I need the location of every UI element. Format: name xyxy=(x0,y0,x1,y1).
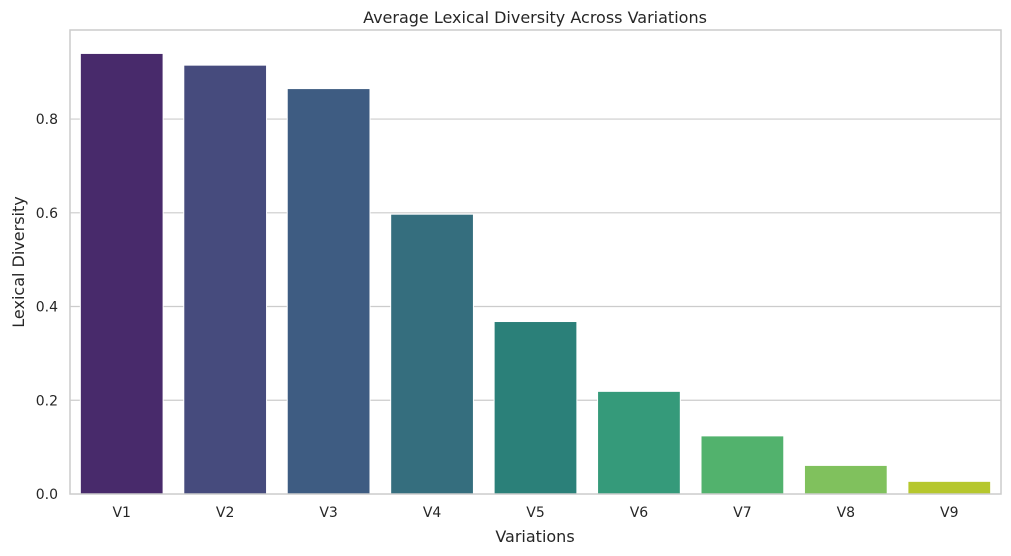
bar-v2 xyxy=(183,64,268,495)
y-tick-label: 0.2 xyxy=(36,393,58,409)
bar-v9 xyxy=(907,480,992,495)
x-tick-label: V3 xyxy=(319,505,337,521)
x-tick-label: V5 xyxy=(526,505,544,521)
x-axis-label: Variations xyxy=(495,527,574,546)
y-tick-label: 0.6 xyxy=(36,206,58,222)
x-tick-label: V1 xyxy=(112,505,130,521)
bar-v4 xyxy=(390,213,474,495)
y-axis-label: Lexical Diversity xyxy=(9,196,28,327)
plot-frame xyxy=(69,29,1002,495)
x-tick-label: V7 xyxy=(733,505,751,521)
x-tick-label: V2 xyxy=(216,505,234,521)
y-tick-label: 0.8 xyxy=(36,112,58,128)
x-tick-label: V6 xyxy=(630,505,649,521)
bars xyxy=(79,52,992,495)
bar-v1 xyxy=(79,52,164,495)
bar-v6 xyxy=(597,390,681,495)
y-tick-label: 0.4 xyxy=(36,300,58,316)
x-tick-label: V9 xyxy=(940,505,958,521)
x-tick-label: V4 xyxy=(423,505,442,521)
chart-title: Average Lexical Diversity Across Variati… xyxy=(363,8,707,27)
bar-v8 xyxy=(803,464,888,495)
bar-v5 xyxy=(493,321,578,495)
x-tick-label: V8 xyxy=(837,505,855,521)
bar-v3 xyxy=(286,88,371,495)
y-tick-labels: 0.0 0.2 0.4 0.6 0.8 xyxy=(36,112,58,503)
y-tick-label: 0.0 xyxy=(36,487,58,503)
bar-v7 xyxy=(700,435,785,495)
x-tick-labels: V1 V2 V3 V4 V5 V6 V7 V8 V9 xyxy=(112,505,958,521)
